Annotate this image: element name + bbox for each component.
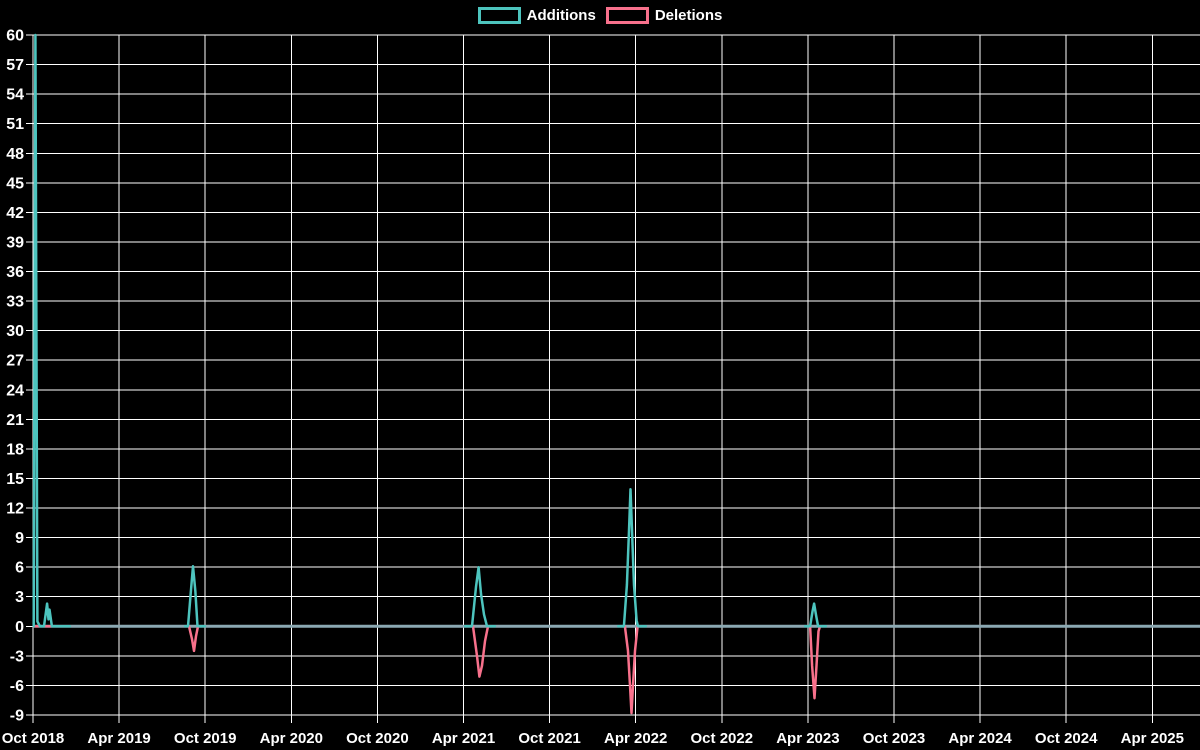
x-axis-label: Apr 2019 — [87, 730, 150, 747]
x-axis-label: Oct 2019 — [174, 730, 237, 747]
x-axis-label: Oct 2018 — [2, 730, 65, 747]
x-axis-label: Oct 2024 — [1035, 730, 1098, 747]
y-axis-label: 12 — [6, 501, 24, 518]
y-axis-label: 36 — [6, 264, 24, 281]
y-axis-label: -6 — [10, 678, 24, 695]
y-axis-label: 0 — [15, 619, 24, 636]
series-line-deletions — [183, 625, 207, 653]
series-line-additions — [32, 33, 72, 628]
x-axis-label: Apr 2025 — [1121, 730, 1184, 747]
y-axis-label: 57 — [6, 57, 24, 74]
y-axis-label: 18 — [6, 441, 24, 458]
series-line-additions — [616, 488, 648, 628]
y-axis-label: 45 — [6, 175, 24, 192]
y-axis-label: -9 — [10, 708, 24, 725]
y-axis-label: 30 — [6, 323, 24, 340]
y-axis-label: 3 — [15, 589, 24, 606]
legend-swatch-additions — [477, 7, 521, 24]
legend-label: Additions — [526, 7, 596, 24]
y-axis-label: 9 — [15, 530, 24, 547]
y-axis-label: 54 — [6, 87, 24, 104]
series-line-additions — [463, 565, 497, 628]
y-axis-label: 48 — [6, 146, 24, 163]
x-axis-label: Oct 2022 — [691, 730, 754, 747]
series-line-additions — [183, 564, 207, 628]
x-axis-label: Apr 2021 — [432, 730, 495, 747]
x-axis-label: Oct 2020 — [346, 730, 409, 747]
y-axis-label: 27 — [6, 353, 24, 370]
legend-label: Deletions — [654, 7, 723, 24]
x-axis-label: Oct 2021 — [518, 730, 581, 747]
y-axis-label: 60 — [6, 28, 24, 45]
y-axis-label: -3 — [10, 648, 24, 665]
legend-item-deletions[interactable]: Deletions — [605, 7, 723, 24]
x-axis-label: Apr 2024 — [948, 730, 1012, 747]
x-axis-label: Oct 2023 — [863, 730, 926, 747]
y-axis-label: 39 — [6, 234, 24, 251]
chart-legend: Additions Deletions — [0, 7, 1200, 24]
legend-swatch-deletions — [605, 7, 649, 24]
y-axis-label: 51 — [6, 116, 24, 133]
legend-item-additions[interactable]: Additions — [477, 7, 596, 24]
series-line-additions — [803, 602, 828, 628]
x-axis-label: Apr 2022 — [604, 730, 667, 747]
y-axis-label: 15 — [6, 471, 24, 488]
y-axis-label: 33 — [6, 294, 24, 311]
y-axis-label: 6 — [15, 560, 24, 577]
y-axis-label: 42 — [6, 205, 24, 222]
series-line-deletions — [616, 625, 648, 715]
y-axis-label: 24 — [6, 382, 24, 399]
y-axis-label: 21 — [6, 412, 24, 429]
series-line-deletions — [463, 625, 497, 678]
x-axis-label: Apr 2023 — [776, 730, 839, 747]
x-axis-label: Apr 2020 — [260, 730, 323, 747]
